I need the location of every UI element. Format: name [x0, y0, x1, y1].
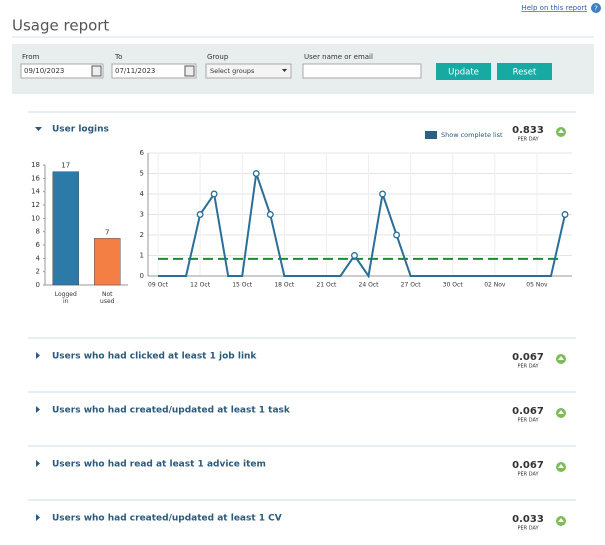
trend-arrow [558, 518, 564, 522]
user-input[interactable] [302, 63, 422, 79]
x-tick-label: 12 Oct [190, 282, 211, 289]
group-select[interactable] [205, 63, 292, 79]
help-icon[interactable] [591, 3, 601, 13]
user-label: User name or email [304, 53, 373, 61]
rate-value: 0.067 [512, 460, 544, 471]
rate-unit: PER DAY [517, 526, 539, 532]
from-input[interactable] [20, 63, 104, 79]
section-title[interactable]: User logins [52, 125, 109, 135]
trend-arrow [558, 129, 564, 133]
x-tick-label: 30 Oct [443, 282, 464, 289]
x-tick-label: Not used [100, 291, 115, 305]
data-point [393, 231, 401, 239]
x-tick-label: 15 Oct [232, 282, 253, 289]
y-tick-label: 2 [140, 231, 144, 239]
dropdown-arrow [282, 69, 287, 72]
data-point [561, 211, 569, 218]
data-point [351, 252, 358, 259]
x-tick-label: 21 Oct [316, 282, 337, 289]
update-button-label: Update [448, 68, 479, 78]
calendar-icon[interactable] [184, 65, 195, 77]
y-tick-label: 6 [140, 149, 145, 157]
calendar-icon[interactable] [91, 65, 102, 77]
x-tick-label: 05 Nov [526, 282, 548, 289]
group-value: Select groups [210, 67, 255, 75]
y-tick-label: 4 [36, 254, 41, 262]
section-title[interactable]: Users who had created/updated at least 1… [52, 406, 291, 416]
list-icon[interactable] [425, 131, 437, 139]
data-point [266, 211, 274, 218]
trend-arrow [558, 464, 564, 468]
data-point [196, 211, 204, 218]
rate-value: 0.067 [512, 406, 544, 417]
expand-toggle[interactable] [35, 127, 42, 131]
x-tick-label: 18 Oct [274, 282, 295, 289]
y-tick-label: 1 [140, 252, 144, 260]
rate-unit: PER DAY [517, 137, 539, 143]
rate-value: 0.833 [512, 125, 544, 136]
x-tick-label: 24 Oct [359, 282, 380, 289]
y-tick-label: 0 [36, 281, 40, 289]
x-tick-label: 27 Oct [401, 282, 422, 289]
bar [94, 238, 121, 286]
from-label: From [22, 53, 40, 61]
rate-unit: PER DAY [517, 472, 539, 478]
data-point [252, 170, 260, 177]
y-tick-label: 10 [31, 214, 40, 222]
y-tick-label: 4 [140, 190, 145, 198]
to-value: 07/11/2023 [115, 67, 155, 75]
section-title[interactable]: Users who had clicked at least 1 job lin… [52, 352, 257, 362]
x-tick-label: Logged in [55, 291, 77, 305]
page-title: Usage report [12, 17, 109, 35]
expand-toggle[interactable] [36, 352, 40, 359]
expand-toggle[interactable] [36, 514, 40, 521]
y-tick-label: 0 [140, 272, 144, 280]
rate-value: 0.067 [512, 352, 544, 363]
rate-value: 0.033 [512, 514, 544, 525]
reset-button-label: Reset [513, 68, 537, 78]
y-tick-label: 6 [36, 241, 41, 249]
to-input[interactable] [111, 63, 197, 79]
reset-button[interactable] [497, 63, 552, 80]
from-value: 09/10/2023 [24, 67, 64, 75]
data-label: 7 [105, 228, 109, 236]
help-icon-glyph: ? [594, 5, 598, 13]
expand-toggle[interactable] [36, 460, 40, 467]
data-point [210, 190, 218, 198]
y-tick-label: 5 [140, 170, 144, 178]
y-tick-label: 8 [36, 228, 40, 236]
y-tick-label: 18 [31, 161, 40, 169]
help-link[interactable]: Help on this report [521, 4, 587, 12]
section-title[interactable]: Users who had read at least 1 advice ite… [52, 460, 266, 470]
data-label: 17 [61, 162, 70, 170]
y-tick-label: 14 [31, 188, 40, 196]
x-tick-label: 02 Nov [484, 282, 506, 289]
to-label: To [114, 53, 122, 61]
x-tick-label: 09 Oct [148, 282, 169, 289]
group-label: Group [207, 53, 229, 61]
update-button[interactable] [436, 63, 491, 80]
bar [52, 171, 79, 286]
trend-arrow [558, 356, 564, 360]
data-line [158, 173, 566, 279]
y-tick-label: 3 [140, 211, 144, 219]
y-tick-label: 2 [36, 268, 40, 276]
y-tick-label: 12 [31, 201, 40, 209]
y-tick-label: 16 [31, 174, 40, 182]
rate-unit: PER DAY [517, 418, 539, 424]
trend-arrow [558, 410, 564, 414]
section-title[interactable]: Users who had created/updated at least 1… [52, 514, 282, 524]
data-point [379, 190, 387, 198]
expand-toggle[interactable] [36, 406, 40, 413]
show-list-link[interactable]: Show complete list [441, 131, 503, 139]
rate-unit: PER DAY [517, 364, 539, 370]
